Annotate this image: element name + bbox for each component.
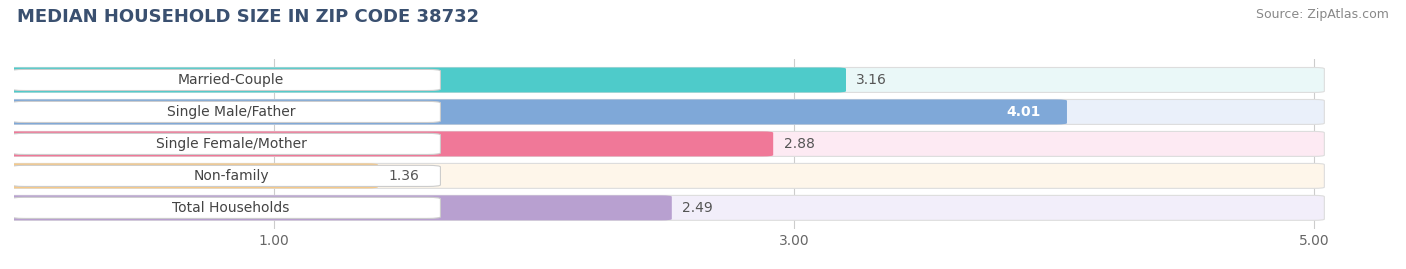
FancyBboxPatch shape xyxy=(11,69,440,90)
FancyBboxPatch shape xyxy=(4,68,1324,93)
Text: Source: ZipAtlas.com: Source: ZipAtlas.com xyxy=(1256,8,1389,21)
Text: 2.49: 2.49 xyxy=(682,201,713,215)
FancyBboxPatch shape xyxy=(4,100,1324,124)
FancyBboxPatch shape xyxy=(4,195,672,220)
Text: 2.88: 2.88 xyxy=(783,137,814,151)
FancyBboxPatch shape xyxy=(4,100,1067,124)
Text: 3.16: 3.16 xyxy=(856,73,887,87)
Text: Single Male/Father: Single Male/Father xyxy=(167,105,295,119)
Text: Total Households: Total Households xyxy=(173,201,290,215)
FancyBboxPatch shape xyxy=(4,164,1324,188)
FancyBboxPatch shape xyxy=(4,132,1324,156)
Text: MEDIAN HOUSEHOLD SIZE IN ZIP CODE 38732: MEDIAN HOUSEHOLD SIZE IN ZIP CODE 38732 xyxy=(17,8,479,26)
FancyBboxPatch shape xyxy=(11,133,440,154)
FancyBboxPatch shape xyxy=(11,197,440,218)
Text: Married-Couple: Married-Couple xyxy=(179,73,284,87)
Text: Single Female/Mother: Single Female/Mother xyxy=(156,137,307,151)
Text: 1.36: 1.36 xyxy=(388,169,419,183)
FancyBboxPatch shape xyxy=(11,165,440,186)
FancyBboxPatch shape xyxy=(4,195,1324,220)
FancyBboxPatch shape xyxy=(4,164,378,188)
FancyBboxPatch shape xyxy=(4,68,846,93)
FancyBboxPatch shape xyxy=(4,132,773,156)
Text: Non-family: Non-family xyxy=(194,169,269,183)
FancyBboxPatch shape xyxy=(11,101,440,122)
Text: 4.01: 4.01 xyxy=(1007,105,1040,119)
